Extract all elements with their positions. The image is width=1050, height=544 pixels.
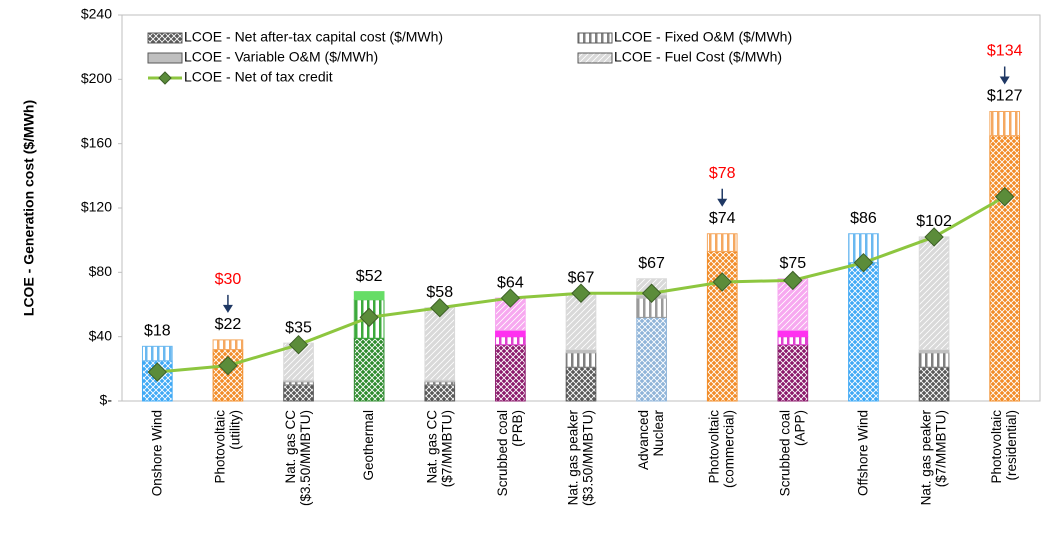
x-tick-label: Scrubbed coal(APP) bbox=[777, 410, 807, 496]
bar-segment bbox=[565, 352, 597, 368]
data-label: $67 bbox=[568, 269, 595, 286]
y-tick-label: $40 bbox=[89, 327, 113, 343]
bar-segment bbox=[777, 336, 809, 346]
legend-label: LCOE - Variable O&M ($/MWh) bbox=[184, 49, 378, 65]
bar-segment bbox=[283, 384, 314, 402]
bar-segment bbox=[353, 291, 385, 301]
line-marker bbox=[783, 270, 803, 291]
legend-marker bbox=[158, 71, 172, 85]
annotation-label: $30 bbox=[215, 271, 242, 288]
line-marker bbox=[712, 272, 732, 292]
legend-label: LCOE - Net of tax credit bbox=[184, 69, 333, 85]
legend-label: LCOE - Fuel Cost ($/MWh) bbox=[614, 49, 782, 65]
line-marker bbox=[571, 283, 591, 303]
bar-segment bbox=[777, 329, 809, 338]
x-tick-label: Scrubbed coal(PRB) bbox=[494, 410, 524, 496]
y-tick-label: $200 bbox=[81, 70, 112, 86]
annotation-arrowhead bbox=[222, 304, 233, 313]
bar-segment bbox=[777, 344, 809, 402]
annotation-arrowhead bbox=[999, 76, 1010, 85]
x-tick-label: Photovoltaic(utility) bbox=[212, 410, 242, 484]
bar-segment bbox=[989, 135, 1021, 402]
line-marker bbox=[430, 298, 450, 318]
y-axis-label: LCOE - Generation cost ($/MWh) bbox=[21, 100, 37, 316]
data-label: $67 bbox=[638, 255, 665, 272]
legend-swatch bbox=[577, 52, 613, 64]
legend-swatch bbox=[577, 32, 613, 44]
annotation-label: $78 bbox=[709, 165, 736, 182]
line-marker bbox=[359, 307, 379, 328]
y-tick-label: $160 bbox=[81, 134, 112, 150]
bar-segment bbox=[212, 339, 244, 351]
line-marker bbox=[218, 355, 238, 376]
line-marker bbox=[288, 335, 309, 355]
data-label: $22 bbox=[215, 316, 242, 333]
bar-segment bbox=[989, 111, 1021, 137]
bar-segment bbox=[918, 366, 950, 402]
bar-segment bbox=[495, 336, 526, 346]
data-label: $75 bbox=[779, 255, 806, 272]
data-label: $58 bbox=[426, 284, 453, 301]
x-tick-label: Offshore Wind bbox=[855, 410, 870, 496]
data-label: $102 bbox=[916, 213, 952, 230]
line-marker bbox=[500, 288, 521, 308]
bar-segment bbox=[636, 316, 667, 402]
legend-label: LCOE - Net after-tax capital cost ($/MWh… bbox=[184, 29, 443, 45]
bar-segment bbox=[495, 344, 526, 402]
data-label: $74 bbox=[709, 210, 736, 227]
data-label: $86 bbox=[850, 210, 877, 227]
bar-segment bbox=[424, 307, 456, 381]
legend-swatch bbox=[147, 32, 183, 44]
bar-segment bbox=[495, 329, 526, 338]
bar-segment bbox=[141, 345, 173, 362]
line-marker bbox=[853, 252, 874, 273]
bar-segment bbox=[424, 384, 456, 402]
annotation-label: $134 bbox=[987, 43, 1023, 60]
x-tick-label: Nat. gas peaker($7/MMBTU) bbox=[918, 410, 948, 506]
line-marker bbox=[994, 187, 1015, 207]
x-tick-label: Onshore Wind bbox=[149, 410, 164, 496]
data-label: $18 bbox=[144, 323, 171, 340]
x-tick-label: Nat. gas peaker($3.50/MMBTU) bbox=[565, 410, 595, 507]
bar-segment bbox=[353, 337, 385, 402]
bar-segment bbox=[848, 262, 879, 402]
annotation-arrowhead bbox=[717, 198, 728, 207]
data-label: $52 bbox=[356, 268, 383, 285]
line-marker bbox=[924, 227, 944, 247]
x-tick-label: Geothermal bbox=[361, 410, 376, 481]
y-tick-label: $240 bbox=[81, 6, 112, 22]
line-marker bbox=[147, 362, 168, 382]
legend-swatch bbox=[147, 52, 183, 64]
bar-segment bbox=[918, 352, 950, 368]
data-label: $127 bbox=[987, 88, 1023, 105]
data-label: $35 bbox=[285, 319, 312, 336]
line-marker bbox=[641, 283, 662, 303]
bar-segment bbox=[918, 236, 950, 351]
x-tick-label: Photovoltaic(commercial) bbox=[706, 410, 736, 488]
y-tick-label: $120 bbox=[81, 199, 112, 215]
x-tick-label: AdvancedNuclear bbox=[636, 410, 666, 471]
bar-segment bbox=[706, 233, 738, 252]
bar-segment bbox=[565, 366, 597, 402]
data-label: $64 bbox=[497, 274, 524, 291]
y-tick-label: $- bbox=[100, 392, 113, 408]
legend-label: LCOE - Fixed O&M ($/MWh) bbox=[614, 29, 792, 45]
y-tick-label: $80 bbox=[89, 263, 113, 279]
x-tick-label: Nat. gas CC($7/MMBTU) bbox=[424, 410, 454, 487]
x-tick-label: Photovoltaic(residential) bbox=[989, 410, 1019, 484]
x-tick-label: Nat. gas CC($3.50/MMBTU) bbox=[283, 410, 313, 506]
